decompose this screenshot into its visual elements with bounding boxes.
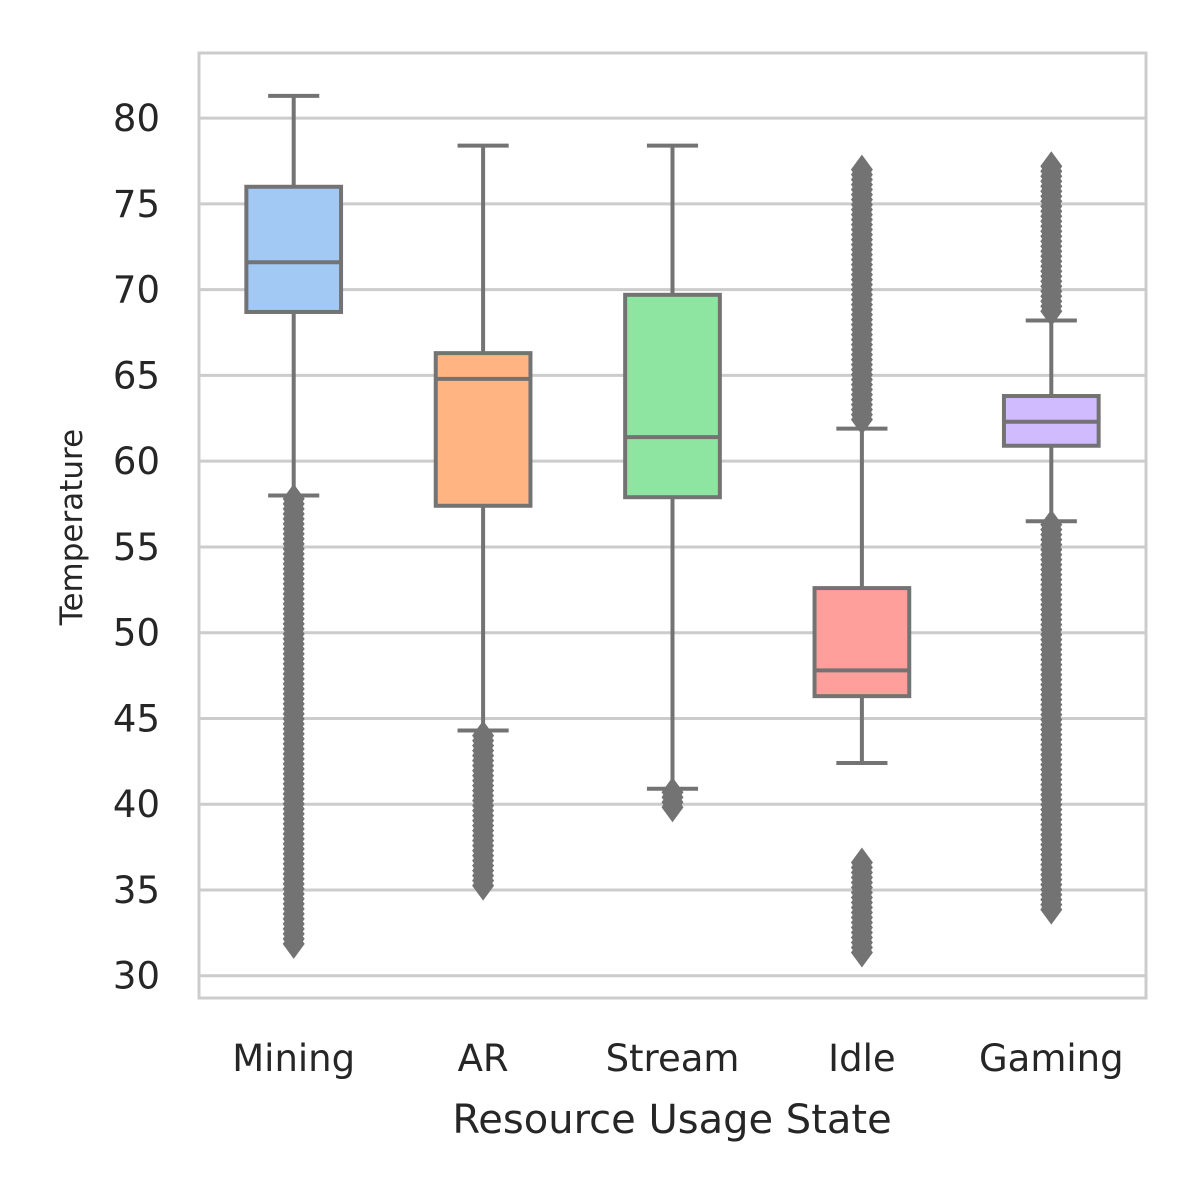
outlier-point <box>282 928 305 959</box>
y-tick-label: 75 <box>113 183 160 226</box>
x-tick-label: Mining <box>232 1037 355 1080</box>
box-stream <box>623 292 722 500</box>
y-tick-label: 35 <box>113 869 160 912</box>
y-tick-label: 65 <box>113 354 160 397</box>
y-tick-label: 55 <box>113 526 160 569</box>
outlier-point <box>850 937 873 968</box>
x-tick-label: Gaming <box>979 1037 1124 1080</box>
y-tick-label: 30 <box>113 955 160 998</box>
plot-frame <box>197 51 1148 1000</box>
y-tick-labels: 30 35 40 45 50 55 60 65 70 75 80 <box>113 97 160 998</box>
y-tick-label: 50 <box>113 612 160 655</box>
outlier-point <box>1040 894 1063 925</box>
x-tick-labels: Mining AR Stream Idle Gaming <box>232 1037 1123 1080</box>
box-group <box>1001 151 1101 925</box>
box-mining <box>244 184 344 314</box>
box-group <box>244 93 344 959</box>
y-tick-label: 70 <box>113 269 160 312</box>
outlier-point <box>661 792 684 823</box>
box-idle <box>812 586 912 699</box>
x-tick-label: Idle <box>828 1037 895 1080</box>
y-tick-label: 80 <box>113 97 160 140</box>
y-tick-label: 60 <box>113 440 160 483</box>
box-ar <box>433 351 533 508</box>
x-axis-title: Resource Usage State <box>452 1097 891 1143</box>
x-tick-label: AR <box>458 1037 509 1080</box>
y-tick-label: 45 <box>113 697 160 740</box>
box-group <box>812 154 912 968</box>
x-tick-label: Stream <box>606 1037 740 1080</box>
box-group <box>433 143 533 901</box>
box-group <box>623 143 722 823</box>
y-axis-title: Temperature <box>54 429 90 626</box>
boxes-layer <box>244 93 1101 968</box>
outlier-point <box>472 870 495 901</box>
y-tick-label: 40 <box>113 783 160 826</box>
